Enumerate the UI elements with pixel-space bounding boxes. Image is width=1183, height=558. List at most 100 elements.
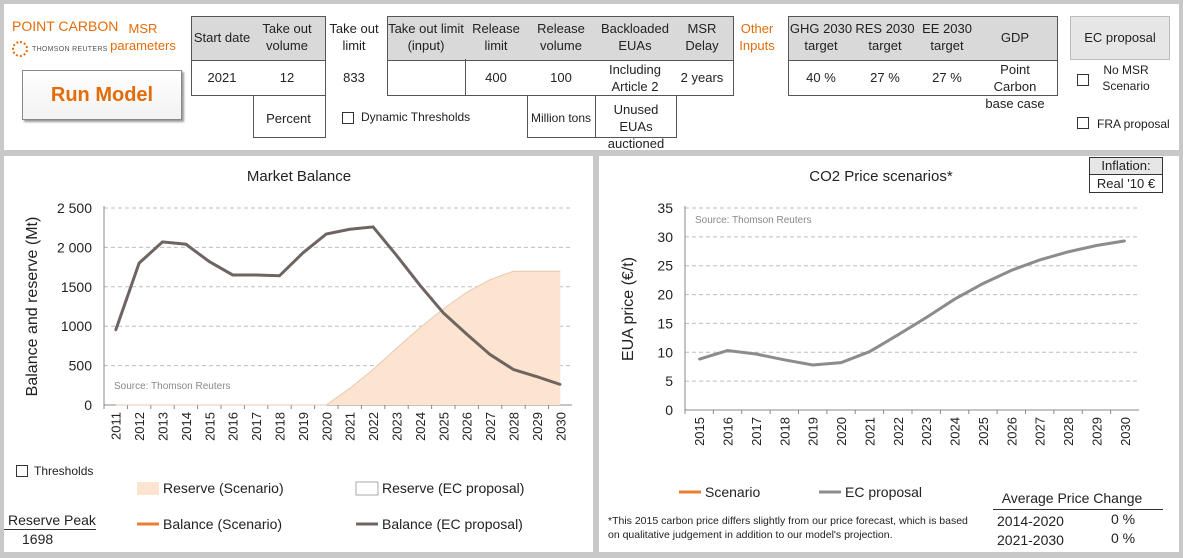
backloaded-euas-header: Backloaded EUAs xyxy=(601,21,669,53)
price-point xyxy=(783,358,786,361)
x-tick-label: 2029 xyxy=(1089,417,1104,446)
x-tick-label: 2018 xyxy=(777,417,792,446)
x-tick-label: 2028 xyxy=(1061,417,1076,446)
source-label: Source: Thomson Reuters xyxy=(114,381,231,392)
take-out-limit-input-header: Take out limit (input) xyxy=(388,21,464,53)
x-tick-label: 2025 xyxy=(976,417,991,446)
y-tick-label: 1000 xyxy=(61,318,92,334)
x-tick-label: 2024 xyxy=(413,412,428,441)
inflation-value[interactable]: Real '10 € xyxy=(1090,175,1162,192)
ee-target-header: EE 2030 target xyxy=(922,21,972,53)
x-tick-label: 2023 xyxy=(919,417,934,446)
x-tick-label: 2015 xyxy=(202,412,217,441)
balance-point xyxy=(208,260,211,263)
thresholds-checkbox[interactable] xyxy=(16,465,28,477)
ee-target-value[interactable]: 27 % xyxy=(932,70,962,85)
x-tick-label: 2016 xyxy=(226,412,241,441)
x-tick-label: 2026 xyxy=(1004,417,1019,446)
x-tick-label: 2012 xyxy=(132,412,147,441)
y-tick-label: 20 xyxy=(657,287,673,303)
y-tick-label: 1500 xyxy=(61,279,92,295)
y-axis-label: EUA price (€/t) xyxy=(620,257,637,361)
fra-proposal-checkbox[interactable] xyxy=(1077,117,1089,129)
release-volume-value[interactable]: 100 xyxy=(550,70,572,85)
inflation-box: Inflation: Real '10 € xyxy=(1089,157,1163,193)
legend-balance-ec: Balance (EC proposal) xyxy=(382,516,523,532)
run-model-button[interactable]: Run Model xyxy=(22,70,182,120)
ghg-target-header: GHG 2030 target xyxy=(789,21,853,53)
y-tick-label: 2 000 xyxy=(57,239,92,255)
balance-point xyxy=(559,383,562,386)
x-tick-label: 2022 xyxy=(366,412,381,441)
msr-delay-header: MSR Delay xyxy=(685,21,719,53)
balance-point xyxy=(161,240,164,244)
price-point xyxy=(811,363,814,367)
release-volume-header: Release volume xyxy=(537,21,585,53)
release-volume-unit: Million tons xyxy=(530,111,592,125)
price-point xyxy=(1095,244,1098,247)
x-tick-label: 2024 xyxy=(948,417,963,446)
price-point xyxy=(1038,258,1041,262)
market-balance-panel: Market Balance 2 500 2 000 1500 1000 500 0 2011… xyxy=(4,156,593,552)
takeout-input-divider xyxy=(465,59,466,95)
chart-title: CO2 Price scenarios* xyxy=(809,168,953,185)
inflation-label: Inflation: xyxy=(1090,158,1162,175)
take-out-volume-value[interactable]: 12 xyxy=(279,70,295,85)
balance-point xyxy=(114,328,117,332)
y-tick-label: 2 500 xyxy=(57,200,92,216)
price-point xyxy=(1066,250,1070,254)
balance-point xyxy=(488,353,492,356)
dynamic-thresholds-checkbox[interactable] xyxy=(342,112,354,124)
no-msr-checkbox[interactable] xyxy=(1077,74,1089,86)
reserve-peak-label: Reserve Peak xyxy=(8,512,96,528)
x-tick-label: 2018 xyxy=(273,412,288,441)
ghg-target-value[interactable]: 40 % xyxy=(806,70,836,85)
other-inputs-values xyxy=(788,59,1058,96)
price-point xyxy=(1123,239,1127,243)
balance-point xyxy=(184,243,188,246)
ec-proposal-button[interactable]: EC proposal xyxy=(1070,16,1170,60)
gdp-value[interactable]: Point Carbon base case xyxy=(985,62,1045,111)
take-out-limit-value: 833 xyxy=(343,70,365,85)
x-tick-label: 2017 xyxy=(249,412,264,441)
balance-point xyxy=(231,273,234,277)
balance-point xyxy=(278,274,281,277)
start-date-header: Start date xyxy=(193,30,251,45)
legend-balance-scenario: Balance (Scenario) xyxy=(163,516,282,532)
x-tick-label: 2020 xyxy=(319,412,334,441)
start-date-value[interactable]: 2021 xyxy=(207,70,237,85)
backloaded-euas-value[interactable]: Including Article 2 xyxy=(608,62,662,94)
reserve-peak-value: 1698 xyxy=(22,531,54,547)
take-out-volume-unit: Percent xyxy=(266,111,311,126)
price-point xyxy=(754,352,758,356)
brand-sub: THOMSON REUTERS xyxy=(32,45,108,53)
msr-delay-value[interactable]: 2 years xyxy=(680,70,724,85)
avg-price-value-2: 0 % xyxy=(1111,530,1136,546)
balance-point xyxy=(395,254,398,257)
x-tick-label: 2028 xyxy=(507,412,522,441)
balance-point xyxy=(442,311,445,315)
ec-proposal-line xyxy=(698,239,1126,367)
legend-ec-proposal: EC proposal xyxy=(845,484,922,500)
legend-reserve-ec: Reserve (EC proposal) xyxy=(382,480,524,496)
x-tick-label: 2020 xyxy=(834,417,849,446)
avg-price-period-1: 2014-2020 xyxy=(997,513,1064,529)
legend-reserve-scenario-swatch xyxy=(137,482,159,495)
avg-price-period-2: 2021-2030 xyxy=(997,532,1064,548)
price-point xyxy=(953,297,956,301)
params-unit-box-2 xyxy=(527,95,677,138)
x-tick-label: 2017 xyxy=(749,417,764,446)
x-tick-label: 2013 xyxy=(156,412,171,441)
price-point xyxy=(896,333,900,337)
legend-reserve-ec-swatch xyxy=(355,481,379,496)
release-limit-value[interactable]: 400 xyxy=(485,70,507,85)
balance-point xyxy=(254,273,258,277)
res-target-value[interactable]: 27 % xyxy=(870,70,900,85)
source-label: Source: Thomson Reuters xyxy=(695,215,812,226)
legend-reserve-scenario: Reserve (Scenario) xyxy=(163,480,284,496)
y-tick-label: 0 xyxy=(665,402,673,418)
legend-scenario: Scenario xyxy=(705,484,760,500)
x-tick-label: 2027 xyxy=(1033,417,1048,446)
y-tick-label: 25 xyxy=(657,258,673,274)
